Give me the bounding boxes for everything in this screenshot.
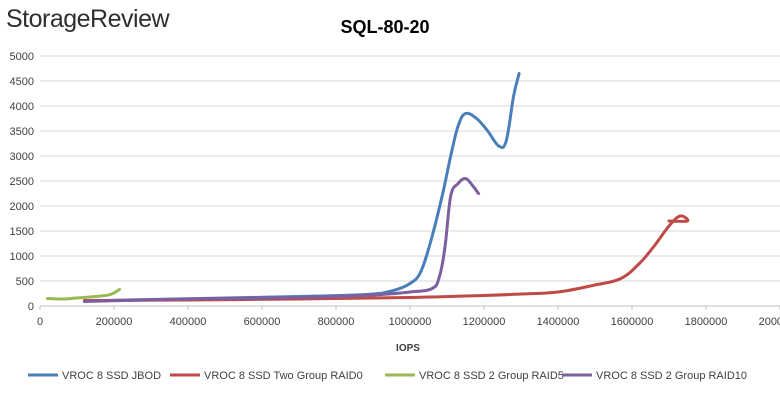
y-tick-label: 1500: [10, 226, 34, 238]
x-tick-label: 1000000: [389, 316, 432, 328]
x-tick-label: 600000: [244, 316, 281, 328]
y-tick-label: 3500: [10, 126, 34, 138]
chart-title: SQL-80-20: [340, 17, 429, 37]
series-line-2: [82, 214, 690, 302]
x-tick-label: 400000: [170, 316, 207, 328]
x-tick-label: 800000: [318, 316, 355, 328]
legend-label-4: VROC 8 SSD 2 Group RAID10: [596, 370, 747, 382]
y-tick-label: 5000: [10, 51, 34, 63]
x-tick-label: 1600000: [611, 316, 654, 328]
x-tick-label: 1800000: [685, 316, 728, 328]
x-axis-label: IOPS: [396, 343, 420, 354]
legend-label-3: VROC 8 SSD 2 Group RAID5: [419, 370, 564, 382]
y-tick-label: 4000: [10, 101, 34, 113]
x-tick-label: 200000: [96, 316, 133, 328]
x-tick-label: 0: [37, 316, 43, 328]
y-tick-label: 0: [28, 301, 34, 313]
y-tick-label: 2500: [10, 176, 34, 188]
y-tick-label: 3000: [10, 151, 34, 163]
series-line-3: [45, 288, 121, 301]
series-line-4: [82, 176, 480, 303]
x-tick-label: 1200000: [463, 316, 506, 328]
x-tick-label: 2000000: [759, 316, 780, 328]
x-tick-label: 1400000: [537, 316, 580, 328]
y-tick-label: 500: [16, 276, 34, 288]
y-tick-label: 2000: [10, 201, 34, 213]
legend-label-2: VROC 8 SSD Two Group RAID0: [204, 370, 363, 382]
storagereview-logo: StorageReview: [6, 5, 170, 33]
legend-label-1: VROC 8 SSD JBOD: [62, 370, 161, 382]
y-tick-label: 4500: [10, 76, 34, 88]
y-tick-label: 1000: [10, 251, 34, 263]
